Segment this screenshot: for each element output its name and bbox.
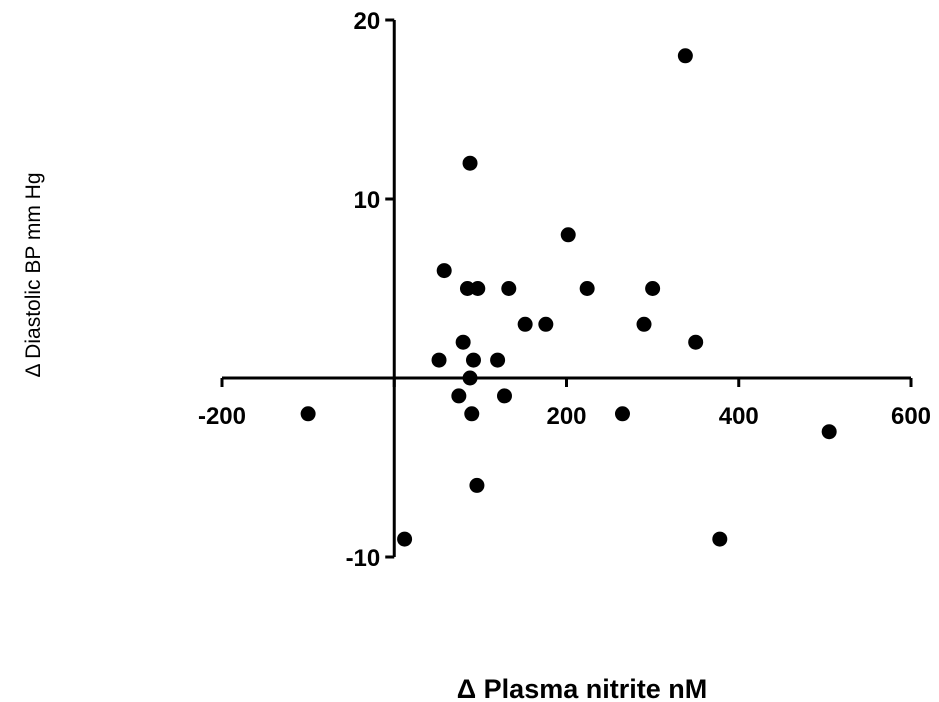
data-point <box>464 406 480 422</box>
data-point <box>579 281 595 296</box>
data-point <box>469 477 485 493</box>
y-tick-label: 20 <box>354 8 381 35</box>
x-tick-label: 600 <box>891 403 931 430</box>
x-tick-label: -200 <box>198 403 246 430</box>
data-point <box>470 281 486 296</box>
data-point <box>560 227 576 243</box>
data-point <box>490 352 506 368</box>
data-point <box>712 531 728 547</box>
x-tick-label: 400 <box>719 403 759 430</box>
data-point <box>821 424 837 440</box>
data-point <box>462 370 478 386</box>
data-point <box>517 316 533 332</box>
data-point <box>451 388 467 404</box>
data-point <box>397 531 413 547</box>
data-point <box>688 334 704 350</box>
y-tick-label: 10 <box>354 187 381 214</box>
data-point <box>677 48 693 64</box>
data-points <box>300 48 837 547</box>
x-tick-label: 200 <box>546 403 586 430</box>
data-point <box>455 334 471 350</box>
data-point <box>459 281 475 296</box>
data-point <box>465 352 481 368</box>
data-point <box>645 281 661 296</box>
data-point <box>496 388 512 404</box>
y-axis-title: Δ Diastolic BP mm Hg <box>22 172 45 377</box>
data-point <box>431 352 447 368</box>
data-point <box>636 316 652 332</box>
data-point <box>501 281 517 296</box>
axes <box>222 20 911 557</box>
x-axis-title: Δ Plasma nitrite nM <box>457 674 707 702</box>
data-point <box>436 263 452 279</box>
data-point <box>538 316 554 332</box>
y-tick-label: -10 <box>346 545 381 572</box>
data-point <box>614 406 630 422</box>
axis-ticks: -200 200 400 600 -10 10 20 <box>198 8 931 572</box>
data-point <box>462 155 478 171</box>
data-point <box>300 406 316 422</box>
